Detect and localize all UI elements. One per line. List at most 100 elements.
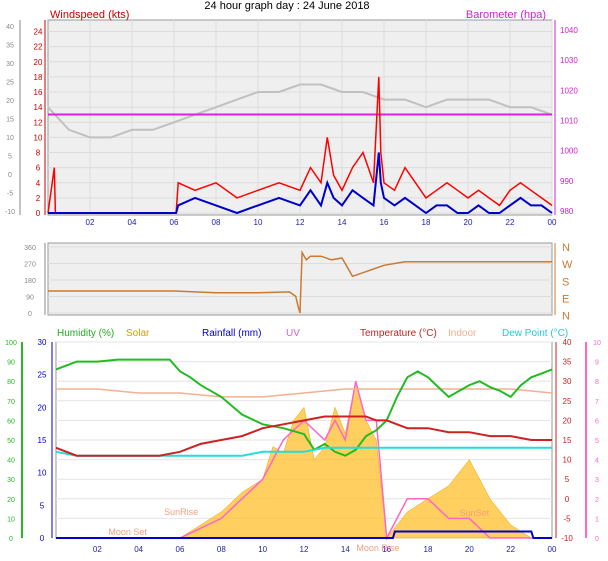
wind-tick-label: 14 xyxy=(34,103,43,112)
wind-x-tick-label: 06 xyxy=(170,218,179,227)
wind-outer-tick-label: 30 xyxy=(6,61,14,68)
baro-tick-label: 1020 xyxy=(560,86,578,95)
wind-tick-label: 0 xyxy=(36,209,41,218)
uv-tick-label: 1 xyxy=(595,516,599,523)
baro-tick-label: 1010 xyxy=(560,117,578,126)
wind-outer-tick-label: -5 xyxy=(7,191,13,198)
uv-tick-label: 8 xyxy=(595,379,599,386)
wind-x-tick-label: 02 xyxy=(86,218,95,227)
rain-tick-label: 20 xyxy=(38,403,47,412)
humidity-tick-label: 100 xyxy=(5,340,17,347)
rain-tick-label: 10 xyxy=(38,469,47,478)
baro-tick-label: 980 xyxy=(560,207,574,216)
wind-x-tick-label: 22 xyxy=(506,218,515,227)
rain-tick-label: 25 xyxy=(38,371,47,380)
legend-entry: Rainfall (mm) xyxy=(202,328,261,339)
uv-tick-label: 3 xyxy=(595,477,599,484)
humidity-tick-label: 50 xyxy=(7,438,15,445)
baro-axis-label: Barometer (hpa) xyxy=(466,9,546,21)
windspeed-line xyxy=(47,76,553,214)
humidity-tick-label: 60 xyxy=(7,418,15,425)
astronomy-annotation: Moon Rise xyxy=(356,543,399,553)
baro-tick-label: 1000 xyxy=(560,147,578,156)
temperature-tick-label: 5 xyxy=(565,475,570,484)
wind-tick-label: 22 xyxy=(34,43,43,52)
env-x-tick-label: 10 xyxy=(258,545,267,554)
direction-tick-label: 90 xyxy=(26,295,34,302)
env-x-tick-label: 16 xyxy=(382,545,391,554)
humidity-tick-label: 70 xyxy=(7,399,15,406)
wind-outer-tick-label: 40 xyxy=(6,24,14,31)
astronomy-annotation: Moon Set xyxy=(108,527,147,537)
env-x-tick-label: 22 xyxy=(506,545,515,554)
astronomy-annotation: SunSet xyxy=(460,508,490,518)
wind-tick-label: 16 xyxy=(34,88,43,97)
humidity-tick-label: 0 xyxy=(9,536,13,543)
rain-tick-label: 0 xyxy=(40,534,45,543)
env-x-tick-label: 12 xyxy=(300,545,309,554)
humidity-line xyxy=(55,358,553,457)
wind-x-tick-label: 00 xyxy=(548,218,557,227)
wind-x-tick-label: 18 xyxy=(422,218,431,227)
wind-tick-label: 20 xyxy=(34,58,43,67)
temperature-tick-label: 0 xyxy=(565,495,570,504)
humidity-tick-label: 20 xyxy=(7,497,15,504)
direction-tick-label: 270 xyxy=(24,262,36,269)
legend-entry: Indoor xyxy=(448,328,477,339)
wind-axis-label: Windspeed (kts) xyxy=(50,9,129,21)
uv-tick-label: 10 xyxy=(593,340,601,347)
env-x-tick-label: 08 xyxy=(217,545,226,554)
wind-x-tick-label: 10 xyxy=(254,218,263,227)
uv-tick-label: 6 xyxy=(595,418,599,425)
direction-tick-label: 0 xyxy=(28,311,32,318)
humidity-tick-label: 30 xyxy=(7,477,15,484)
legend-entry: UV xyxy=(286,328,300,339)
wind-x-tick-label: 08 xyxy=(212,218,221,227)
wind-average-line xyxy=(48,152,553,215)
wind-tick-label: 2 xyxy=(36,194,41,203)
wind-outer-tick-label: 5 xyxy=(8,154,12,161)
chart-title: 24 hour graph day : 24 June 2018 xyxy=(204,0,369,12)
wind-tick-label: 8 xyxy=(36,149,41,158)
uv-tick-label: 4 xyxy=(595,458,599,465)
temperature-tick-label: 40 xyxy=(563,338,572,347)
rainfall-line xyxy=(56,530,552,539)
temperature-tick-label: 20 xyxy=(563,416,572,425)
wind-tick-label: 10 xyxy=(34,133,43,142)
env-x-tick-label: 06 xyxy=(176,545,185,554)
wind-tick-label: 6 xyxy=(36,164,41,173)
legend-entry: Temperature (°C) xyxy=(360,328,437,339)
env-x-tick-label: 20 xyxy=(465,545,474,554)
humidity-tick-label: 80 xyxy=(7,379,15,386)
wind-outer-tick-label: 20 xyxy=(6,98,14,105)
wind-tick-label: 4 xyxy=(36,179,41,188)
wind-x-tick-label: 12 xyxy=(296,218,305,227)
temperature-line xyxy=(55,415,552,457)
wind-x-tick-label: 14 xyxy=(338,218,347,227)
wind-direction-line xyxy=(48,249,552,314)
wind-tick-label: 18 xyxy=(34,73,43,82)
legend-entry: Solar xyxy=(126,328,150,339)
rain-tick-label: 5 xyxy=(40,501,45,510)
wind-x-tick-label: 04 xyxy=(128,218,137,227)
compass-tick-label: W xyxy=(562,259,573,271)
env-x-tick-label: 00 xyxy=(548,545,557,554)
wind-outer-tick-label: -10 xyxy=(5,209,15,216)
temperature-tick-label: 30 xyxy=(563,377,572,386)
uv-tick-label: 9 xyxy=(595,360,599,367)
legend-entry: Dew Point (°C) xyxy=(502,328,568,339)
env-x-tick-label: 18 xyxy=(424,545,433,554)
baro-trend-line xyxy=(47,83,553,139)
env-x-tick-label: 02 xyxy=(93,545,102,554)
uv-tick-label: 5 xyxy=(595,438,599,445)
baro-tick-label: 1030 xyxy=(560,56,578,65)
wind-x-tick-label: 20 xyxy=(464,218,473,227)
uv-tick-label: 0 xyxy=(595,536,599,543)
env-x-tick-label: 04 xyxy=(134,545,143,554)
baro-tick-label: 990 xyxy=(560,177,574,186)
temperature-tick-label: 15 xyxy=(563,436,572,445)
temperature-tick-label: 35 xyxy=(563,358,572,367)
compass-tick-label: E xyxy=(562,293,569,305)
